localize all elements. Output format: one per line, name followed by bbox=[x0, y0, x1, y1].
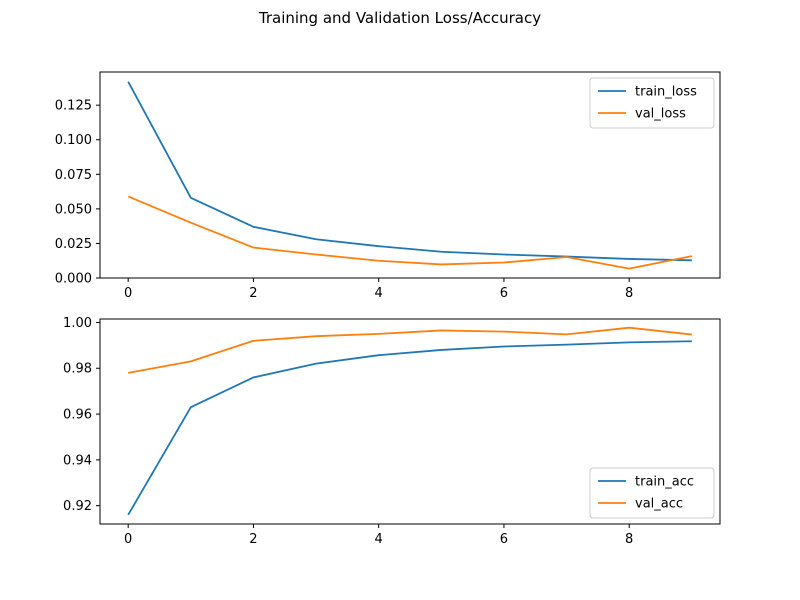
figure-title: Training and Validation Loss/Accuracy bbox=[258, 9, 541, 27]
x-tick-label: 8 bbox=[625, 286, 633, 301]
x-tick-label: 2 bbox=[249, 286, 257, 301]
x-tick-label: 0 bbox=[124, 532, 132, 547]
y-tick-label: 0.96 bbox=[63, 408, 92, 423]
y-tick-label: 0.94 bbox=[63, 453, 92, 468]
x-tick-label: 4 bbox=[375, 286, 383, 301]
legend: train_loss val_loss bbox=[589, 77, 715, 129]
y-tick-label: 0.98 bbox=[63, 362, 92, 377]
legend-label-train_loss: train_loss bbox=[635, 85, 697, 100]
y-tick-label: 0.075 bbox=[55, 168, 92, 183]
x-tick-label: 8 bbox=[625, 532, 633, 547]
x-tick-label: 2 bbox=[249, 532, 257, 547]
y-tick-label: 0.050 bbox=[55, 202, 92, 217]
axes-frame bbox=[99, 71, 721, 279]
y-tick-label: 1.00 bbox=[63, 316, 92, 331]
legend-label-val_loss: val_loss bbox=[635, 107, 686, 122]
y-tick-label: 0.100 bbox=[55, 133, 92, 148]
y-tick-label: 0.025 bbox=[55, 237, 92, 252]
loss-axes: 0 2 4 6 8 0.000 0.025 0.050 0.075 0.100 0.125 train… bbox=[55, 71, 721, 301]
x-tick-label: 0 bbox=[124, 286, 132, 301]
legend-label-val_acc: val_acc bbox=[635, 497, 683, 512]
series-line-val_loss bbox=[127, 195, 692, 270]
series-line-val_acc bbox=[128, 326, 692, 374]
plots: 0 2 4 6 8 0.000 0.025 0.050 0.075 0.100 0.125 train… bbox=[55, 71, 721, 547]
y-tick-label: 0.92 bbox=[63, 499, 92, 514]
series-line-train_acc bbox=[127, 340, 692, 516]
y-tick-label: 0.000 bbox=[55, 272, 92, 287]
series-line-train_loss bbox=[127, 81, 692, 262]
axes-frame bbox=[99, 318, 721, 525]
y-tick-label: 0.125 bbox=[55, 99, 92, 114]
x-tick-label: 6 bbox=[500, 532, 508, 547]
legend-label-train_acc: train_acc bbox=[635, 475, 694, 490]
accuracy-axes: 0 2 4 6 8 0.92 0.94 0.96 0.98 1.00 train_acc val_ac… bbox=[63, 316, 721, 547]
x-tick-label: 6 bbox=[500, 286, 508, 301]
x-tick-label: 4 bbox=[375, 532, 383, 547]
legend: train_acc val_acc bbox=[589, 467, 715, 519]
